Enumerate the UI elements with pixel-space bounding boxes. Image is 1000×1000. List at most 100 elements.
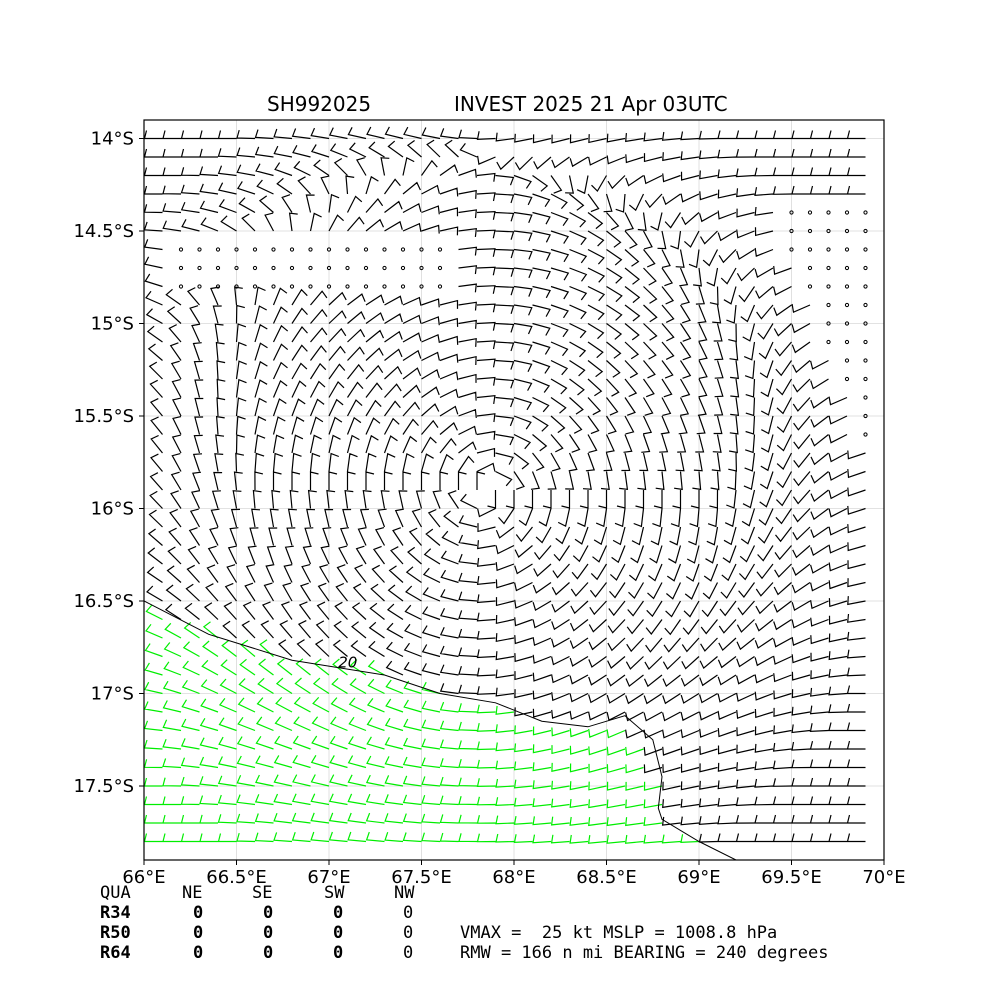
calm-marker <box>419 247 424 252</box>
calm-marker <box>289 284 295 289</box>
calm-marker <box>178 265 184 271</box>
row-value: 0 <box>263 943 274 963</box>
calm-marker <box>844 358 850 363</box>
col-nw: NW <box>394 883 415 903</box>
calm-marker <box>363 265 369 271</box>
wind-radii-row: R64 0 0 0 0 <box>100 943 414 963</box>
calm-marker <box>271 247 276 252</box>
calm-marker <box>289 265 295 271</box>
calm-marker <box>363 247 369 252</box>
calm-marker <box>844 210 850 215</box>
x-tick-label: 66°E <box>122 867 165 888</box>
calm-marker <box>789 247 794 252</box>
calm-marker <box>863 395 868 400</box>
calm-marker <box>863 321 868 326</box>
calm-marker <box>863 302 868 308</box>
vmax-mslp-line: VMAX = 25 kt MSLP = 1008.8 hPa <box>460 923 778 943</box>
calm-marker <box>789 210 794 215</box>
calm-marker <box>419 284 424 289</box>
contour-label: 20 <box>338 654 357 672</box>
y-tick-label: 15°S <box>91 314 134 335</box>
wind-barb-threshold <box>144 604 700 844</box>
calm-marker <box>345 265 350 271</box>
storm-info-title: INVEST 2025 21 Apr 03UTC <box>454 92 728 116</box>
rmw-bearing-line: RMW = 166 n mi BEARING = 240 degrees <box>460 943 829 963</box>
row-value: 0 <box>403 923 414 943</box>
calm-marker <box>826 247 831 252</box>
x-tick-label: 70°E <box>862 867 905 888</box>
calm-marker <box>863 228 868 234</box>
calm-marker <box>807 210 813 215</box>
x-tick-label: 69.5°E <box>761 867 821 888</box>
calm-marker <box>437 247 443 252</box>
calm-marker <box>252 247 258 252</box>
x-tick-label: 67°E <box>307 867 350 888</box>
calm-marker <box>363 284 369 289</box>
calm-marker <box>215 265 221 271</box>
calm-marker <box>826 302 831 308</box>
axis-ticks: 66°E 66.5°E 67°E 67.5°E 68°E 68.5°E 69°E 69.5°E… <box>73 129 905 889</box>
x-tick-label: 68°E <box>492 867 535 888</box>
contour-line <box>144 600 737 860</box>
wind-radii-header: QUA NE SE SW NW <box>100 883 414 903</box>
calm-marker <box>844 284 850 289</box>
calm-marker <box>178 284 184 289</box>
calm-marker <box>863 376 868 382</box>
calm-marker <box>844 302 850 308</box>
calm-marker <box>826 228 831 234</box>
calm-marker <box>863 358 868 363</box>
calm-marker <box>844 228 850 234</box>
calm-marker <box>382 265 387 271</box>
calm-marker <box>326 247 332 252</box>
y-tick-label: 14°S <box>91 129 134 150</box>
row-value: 0 <box>193 903 204 923</box>
calm-marker <box>844 339 850 345</box>
col-ne: NE <box>182 883 203 903</box>
calm-marker <box>382 284 387 289</box>
calm-marker <box>863 210 868 215</box>
row-value: 0 <box>263 923 274 943</box>
calm-marker <box>197 247 202 252</box>
calm-marker <box>215 247 221 252</box>
row-value: 0 <box>333 923 344 943</box>
row-value: 0 <box>193 923 204 943</box>
storm-id-title: SH992025 <box>267 92 372 116</box>
calm-marker <box>863 432 868 437</box>
calm-marker <box>863 413 868 419</box>
calm-marker <box>289 247 295 252</box>
calm-marker <box>215 284 221 289</box>
y-tick-label: 16.5°S <box>73 591 134 612</box>
summary-stats: VMAX = 25 kt MSLP = 1008.8 hPa RMW = 166… <box>460 923 828 963</box>
calm-marker <box>863 284 868 289</box>
calm-marker <box>271 265 276 271</box>
x-tick-label: 67.5°E <box>391 867 451 888</box>
calm-marker <box>252 284 258 289</box>
calm-marker <box>308 284 313 289</box>
x-tick-label: 69°E <box>677 867 720 888</box>
calm-marker <box>234 265 239 271</box>
row-label: R64 <box>100 943 131 963</box>
calm-marker <box>400 265 406 271</box>
calm-marker <box>826 284 831 289</box>
calm-marker <box>844 376 850 382</box>
calm-marker <box>326 284 332 289</box>
calm-marker <box>400 284 406 289</box>
calm-marker <box>308 247 313 252</box>
calm-marker <box>197 265 202 271</box>
calm-marker <box>807 265 813 271</box>
contour-lines: 20 <box>144 600 737 860</box>
calm-marker <box>844 265 850 271</box>
calm-marker <box>826 321 831 326</box>
calm-marker <box>807 247 813 252</box>
col-se: SE <box>252 883 273 903</box>
y-tick-label: 16°S <box>91 499 134 520</box>
calm-marker <box>308 265 313 271</box>
y-tick-label: 14.5°S <box>73 221 134 242</box>
y-tick-label: 17°S <box>91 684 134 705</box>
y-tick-label: 17.5°S <box>73 776 134 797</box>
calm-marker <box>271 284 276 289</box>
calm-marker <box>844 247 850 252</box>
calm-marker <box>252 265 258 271</box>
calm-marker <box>807 284 813 289</box>
